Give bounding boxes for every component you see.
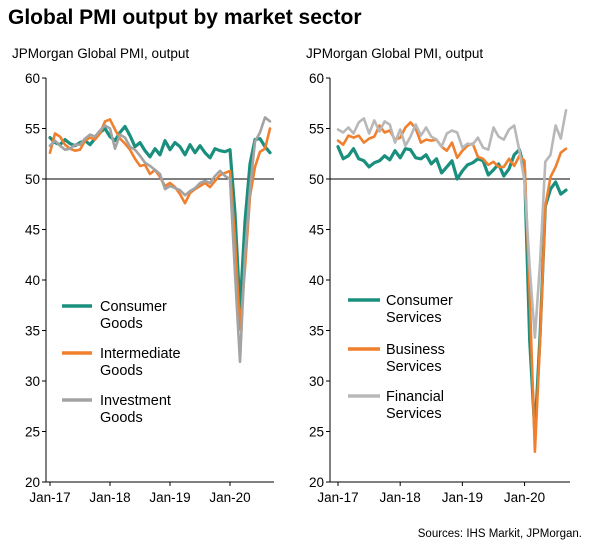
x-tick-label: Jan-18 <box>89 490 130 505</box>
x-tick-label: Jan-20 <box>504 490 545 505</box>
x-tick-label: Jan-17 <box>317 490 358 505</box>
y-tick-label: 30 <box>25 374 40 389</box>
x-tick-label: Jan-19 <box>149 490 190 505</box>
chart-subtitle: JPMorgan Global PMI, output <box>12 46 189 61</box>
series-line-financial-services <box>336 109 568 339</box>
y-tick-label: 40 <box>25 273 40 288</box>
legend-label: Services <box>386 359 442 375</box>
legend-label: Goods <box>100 363 143 379</box>
y-tick-label: 55 <box>309 122 324 137</box>
y-tick-label: 30 <box>309 374 324 389</box>
legend-label: Services <box>386 406 442 422</box>
legend-label: Consumer <box>386 293 453 309</box>
y-tick-label: 50 <box>309 172 324 187</box>
series-line-investment-goods <box>48 116 272 364</box>
y-tick-label: 45 <box>25 223 40 238</box>
source-note: Sources: IHS Markit, JPMorgan. <box>417 528 582 540</box>
y-tick-label: 55 <box>25 122 40 137</box>
legend-label: Services <box>386 310 442 326</box>
legend-label: Investment <box>100 393 171 409</box>
legend-label: Financial <box>386 389 444 405</box>
legend-label: Goods <box>100 316 143 332</box>
right-chart-panel: JPMorgan Global PMI, output 60 55 50 45 40 35 3… <box>306 46 570 505</box>
series-line-consumer-goods <box>48 124 272 312</box>
y-tick-label: 50 <box>25 172 40 187</box>
x-tick-label: Jan-20 <box>209 490 250 505</box>
y-tick-label: 60 <box>25 71 40 86</box>
y-tick-label: 20 <box>309 475 324 490</box>
y-tick-label: 40 <box>309 273 324 288</box>
legend-label: Consumer <box>100 299 167 315</box>
page-title: Global PMI output by market sector <box>8 6 362 29</box>
y-tick-label: 35 <box>25 324 40 339</box>
y-tick-label: 25 <box>309 425 324 440</box>
chart-subtitle: JPMorgan Global PMI, output <box>306 46 483 61</box>
x-tick-label: Jan-18 <box>380 490 421 505</box>
x-tick-label: Jan-17 <box>29 490 70 505</box>
left-chart-panel: JPMorgan Global PMI, output 60 55 50 45 40 35 3… <box>12 46 274 505</box>
legend-label: Business <box>386 342 445 358</box>
y-tick-label: 45 <box>309 223 324 238</box>
legend-label: Intermediate <box>100 346 181 362</box>
y-tick-label: 25 <box>25 425 40 440</box>
y-tick-label: 60 <box>309 71 324 86</box>
x-tick-label: Jan-19 <box>442 490 483 505</box>
y-tick-label: 35 <box>309 324 324 339</box>
y-tick-label: 20 <box>25 475 40 490</box>
legend-label: Goods <box>100 410 143 426</box>
